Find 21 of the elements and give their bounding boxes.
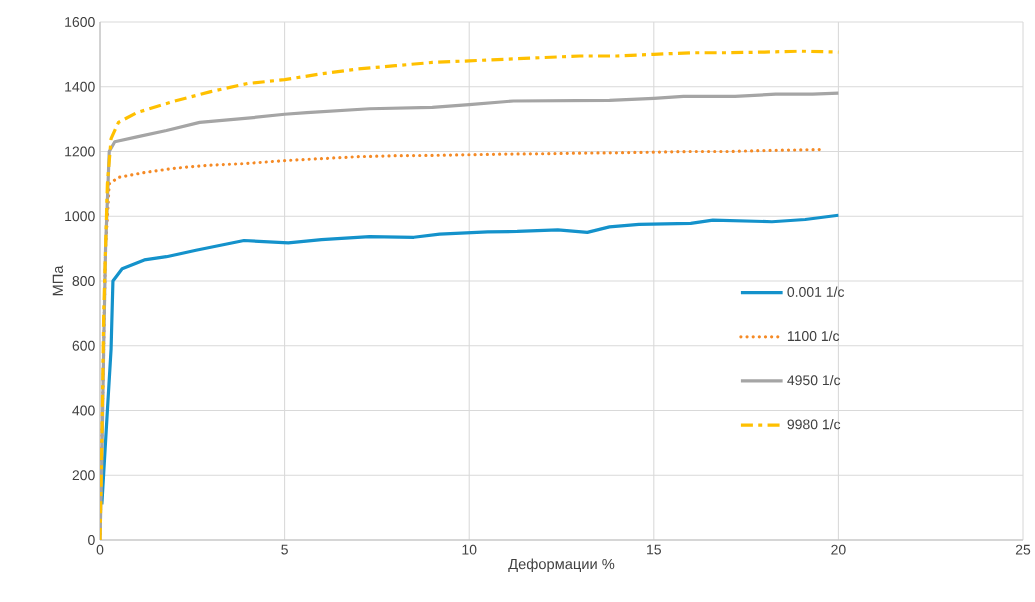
- x-tick-label: 20: [831, 544, 846, 555]
- legend-label: 0.001 1/с: [787, 286, 845, 297]
- y-tick-label: 800: [72, 276, 95, 286]
- x-tick-label: 0: [96, 544, 104, 555]
- legend-label: 4950 1/с: [787, 374, 841, 386]
- y-tick-label: 200: [72, 470, 95, 481]
- x-tick-label: 5: [281, 544, 288, 555]
- x-axis-title: Деформации %: [508, 558, 615, 573]
- y-tick-label: 1200: [65, 146, 95, 157]
- x-tick-label: 10: [462, 544, 477, 555]
- y-tick-label: 1000: [65, 211, 95, 222]
- x-tick-label: 25: [1015, 544, 1031, 555]
- legend-label: 1100 1/с: [787, 330, 840, 342]
- y-tick-label: 400: [72, 405, 95, 416]
- y-tick-label: 0: [88, 535, 95, 545]
- y-tick-label: 600: [72, 340, 95, 351]
- x-tick-label: 15: [647, 544, 661, 555]
- y-axis-title: МПа: [52, 265, 63, 296]
- y-tick-label: 1600: [65, 17, 95, 27]
- legend-label: 9980 1/с: [787, 419, 841, 430]
- y-tick-label: 1400: [65, 81, 95, 92]
